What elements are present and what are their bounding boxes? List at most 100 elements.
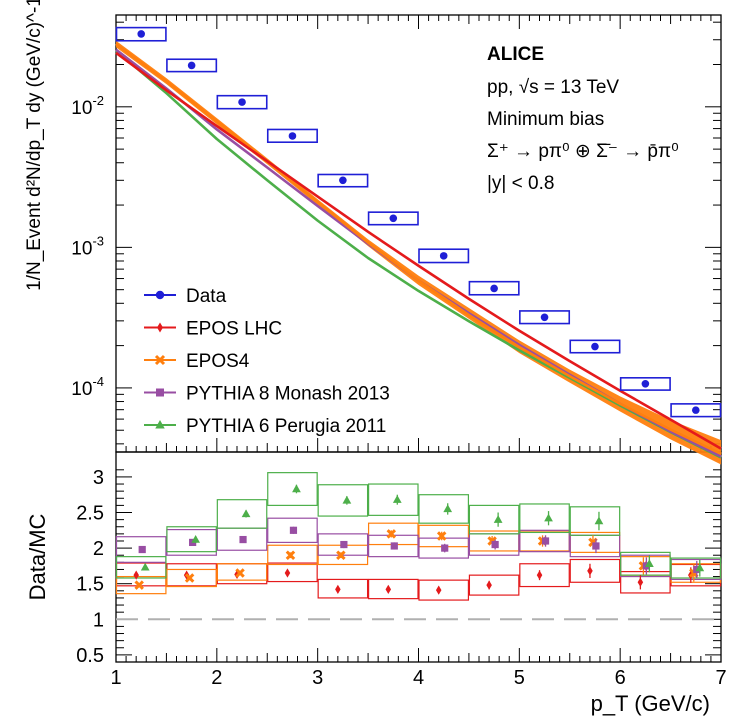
ratio-point bbox=[342, 495, 352, 504]
ratio-systematic-box bbox=[267, 562, 318, 583]
tick-mantissa: 10 bbox=[71, 379, 92, 400]
legend-marker bbox=[157, 322, 163, 333]
ratio-point bbox=[184, 573, 195, 583]
y-tick-label: 1 bbox=[93, 609, 104, 631]
epos4-curve bbox=[115, 42, 722, 455]
chart-labels: 1 2 3 4 5 6 710-410-310-20.511.522.53DataEPOS … bbox=[24, 0, 727, 716]
ratio-systematic-box bbox=[670, 557, 722, 579]
ratio-systematic-box bbox=[267, 517, 318, 544]
ratio-point bbox=[541, 537, 550, 545]
data-systematic-box bbox=[619, 377, 671, 391]
data-point bbox=[339, 176, 347, 185]
ratio-point bbox=[239, 535, 247, 544]
x-tick-label: 5 bbox=[514, 667, 525, 689]
data-systematic-box bbox=[569, 339, 621, 354]
tick-exponent: -4 bbox=[92, 374, 104, 389]
ratio-systematic-box bbox=[367, 483, 419, 516]
ratio-systematic-box bbox=[267, 472, 318, 506]
data-point bbox=[288, 132, 297, 140]
ratio-systematic-box bbox=[317, 484, 369, 517]
ratio-point bbox=[592, 542, 600, 550]
ratio-systematic-box bbox=[166, 526, 217, 553]
ratio-point bbox=[284, 568, 291, 578]
tick-exponent: -3 bbox=[92, 233, 104, 248]
data-point bbox=[389, 214, 398, 223]
ratio-point bbox=[385, 584, 392, 594]
legend-label: PYTHIA 8 Monash 2013 bbox=[186, 384, 390, 405]
ratio-point bbox=[435, 585, 442, 595]
y-tick-label: 2 bbox=[93, 538, 104, 560]
ratio-systematic-box bbox=[519, 529, 570, 553]
y-tick-label: 3 bbox=[93, 467, 104, 489]
annotation: ALICE bbox=[487, 44, 544, 65]
ratio-systematic-box bbox=[216, 499, 268, 529]
x-tick-label: 3 bbox=[312, 667, 323, 689]
ratio-point bbox=[335, 584, 341, 594]
y-tick-label: 10-4 bbox=[71, 374, 104, 400]
y-tick-label: 10-2 bbox=[71, 93, 104, 119]
data-point bbox=[137, 30, 146, 38]
ratio-point bbox=[441, 544, 449, 552]
ratio-systematic-box bbox=[569, 558, 621, 583]
legend-marker bbox=[154, 354, 166, 366]
data-point bbox=[187, 61, 196, 70]
x-tick-label: 4 bbox=[413, 667, 424, 689]
annotation: pp, √s = 13 TeV bbox=[487, 77, 619, 98]
ratio-point bbox=[587, 566, 593, 576]
data-systematic-box bbox=[670, 403, 722, 418]
ratio-systematic-box bbox=[569, 506, 621, 536]
legend-label: EPOS4 bbox=[186, 351, 250, 372]
data-systematic-box bbox=[266, 128, 318, 144]
data-point bbox=[591, 342, 599, 351]
data-systematic-box bbox=[115, 26, 167, 42]
data-systematic-box bbox=[468, 280, 520, 296]
annotation: Minimum bias bbox=[487, 109, 604, 130]
ratio-systematic-box bbox=[620, 570, 671, 594]
ratio-point bbox=[392, 495, 402, 503]
ratio-systematic-box bbox=[267, 544, 318, 566]
data-point bbox=[439, 252, 448, 260]
annotation: |y| < 0.8 bbox=[487, 173, 554, 194]
x-tick-label: 1 bbox=[110, 667, 121, 689]
ratio-systematic-box bbox=[468, 574, 520, 596]
data-systematic-box bbox=[367, 211, 419, 226]
legend-marker bbox=[156, 388, 164, 397]
ratio-point bbox=[241, 509, 251, 518]
ratio-point bbox=[536, 570, 543, 580]
tick-mantissa: 10 bbox=[71, 238, 92, 259]
spectrum-y-axis-title: 1/N_Event d²N/dp_T dy (GeV/c)^-1 bbox=[24, 0, 45, 291]
y-tick-label: 1.5 bbox=[76, 574, 104, 596]
legend-label: PYTHIA 6 Perugia 2011 bbox=[186, 416, 386, 437]
ratio-point bbox=[235, 568, 245, 578]
data-point bbox=[540, 313, 549, 322]
ratio-systematic-box bbox=[418, 494, 470, 524]
ratio-point bbox=[695, 563, 705, 572]
data-systematic-box bbox=[519, 310, 571, 325]
ratio-point bbox=[491, 540, 499, 549]
ratio-point bbox=[289, 526, 298, 534]
ratio-point bbox=[486, 580, 492, 590]
pythia-6-perugia-2011-curve bbox=[115, 49, 722, 459]
chart-marks bbox=[115, 26, 722, 621]
ratio-systematic-box bbox=[418, 579, 470, 601]
ratio-point bbox=[637, 577, 644, 587]
ratio-point bbox=[594, 516, 604, 525]
ratio-point bbox=[292, 484, 301, 493]
ratio-point bbox=[138, 545, 146, 554]
ratio-systematic-box bbox=[216, 563, 268, 581]
ratio-point bbox=[134, 580, 144, 590]
tick-mantissa: 10 bbox=[71, 98, 92, 119]
ratio-point bbox=[140, 562, 150, 571]
ratio-point bbox=[443, 504, 453, 513]
data-systematic-box bbox=[166, 58, 218, 73]
ratio-y-axis-title: Data/MC bbox=[25, 513, 50, 600]
ratio-systematic-box bbox=[620, 551, 671, 576]
legend-label: Data bbox=[186, 286, 227, 307]
data-systematic-box bbox=[317, 173, 369, 188]
ratio-systematic-box bbox=[367, 578, 419, 600]
y-tick-label: 2.5 bbox=[76, 503, 104, 525]
ratio-point bbox=[340, 540, 348, 549]
data-systematic-box bbox=[216, 94, 268, 110]
ratio-point bbox=[493, 515, 503, 523]
